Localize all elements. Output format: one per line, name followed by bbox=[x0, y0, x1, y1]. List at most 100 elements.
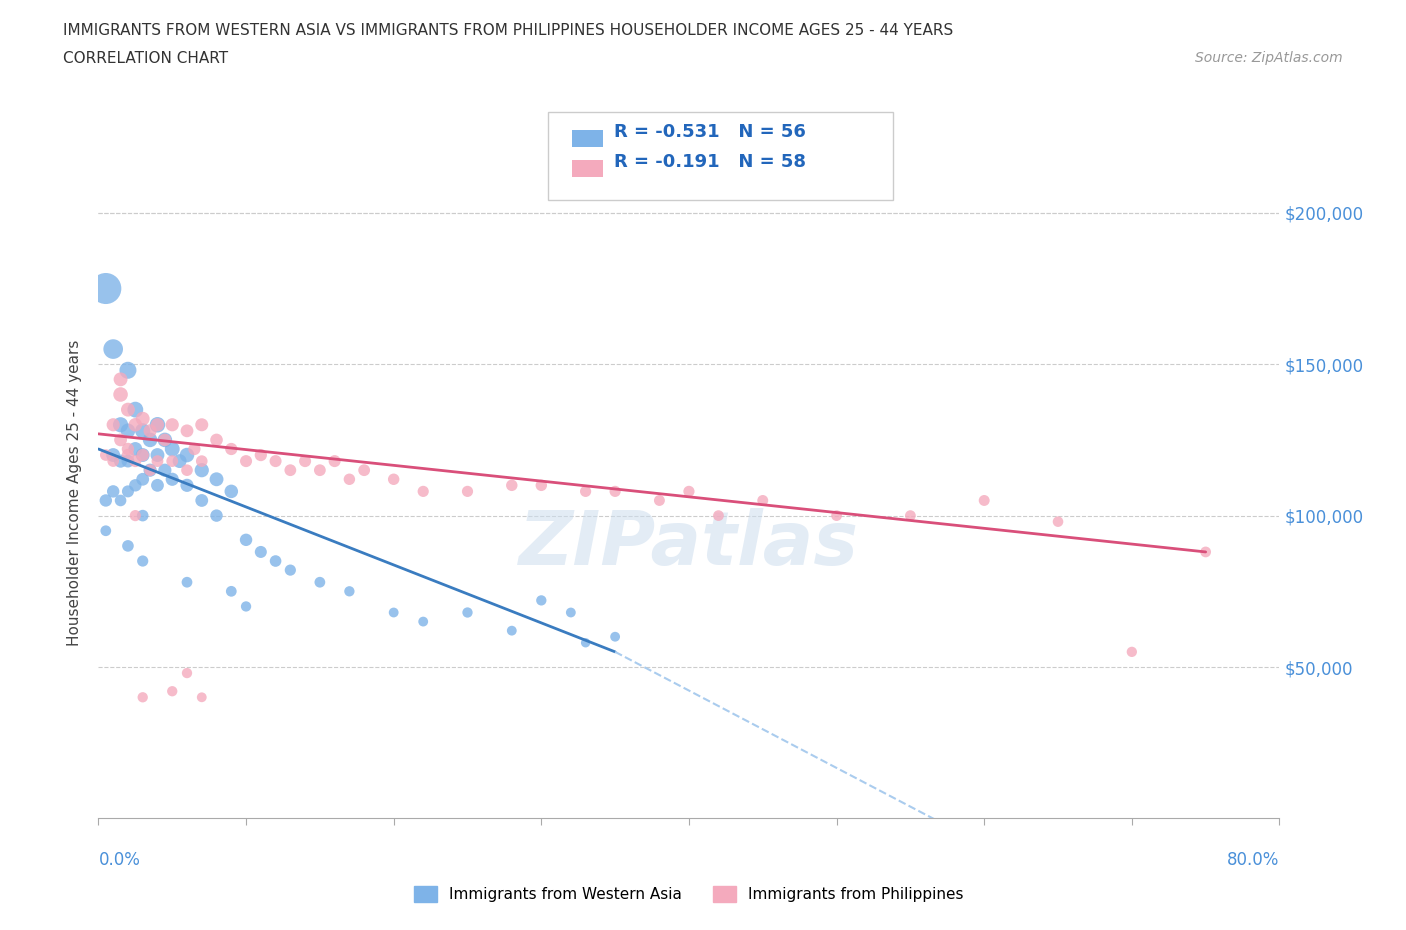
Text: IMMIGRANTS FROM WESTERN ASIA VS IMMIGRANTS FROM PHILIPPINES HOUSEHOLDER INCOME A: IMMIGRANTS FROM WESTERN ASIA VS IMMIGRAN… bbox=[63, 23, 953, 38]
Point bbox=[605, 484, 627, 498]
Point bbox=[110, 387, 132, 402]
Point bbox=[146, 478, 169, 493]
Point bbox=[94, 524, 117, 538]
Point bbox=[162, 472, 183, 486]
Point bbox=[132, 508, 155, 523]
Point bbox=[153, 463, 176, 478]
Point bbox=[146, 418, 169, 432]
Point bbox=[94, 493, 117, 508]
Point bbox=[94, 281, 117, 296]
Point bbox=[124, 508, 146, 523]
Point bbox=[117, 538, 139, 553]
Point bbox=[353, 463, 375, 478]
Point bbox=[139, 463, 162, 478]
Point bbox=[124, 442, 146, 457]
Point bbox=[648, 493, 671, 508]
Point bbox=[191, 690, 214, 705]
Point bbox=[139, 463, 162, 478]
Point bbox=[176, 447, 198, 462]
Point bbox=[162, 684, 183, 698]
Point bbox=[132, 423, 155, 438]
Point bbox=[132, 553, 155, 568]
Point bbox=[117, 363, 139, 378]
Point bbox=[294, 454, 316, 469]
Point bbox=[146, 454, 169, 469]
Point bbox=[146, 447, 169, 462]
Point bbox=[153, 432, 176, 447]
Point bbox=[169, 454, 191, 469]
Point bbox=[110, 432, 132, 447]
Point bbox=[412, 614, 434, 629]
Point bbox=[1121, 644, 1143, 659]
Text: CORRELATION CHART: CORRELATION CHART bbox=[63, 51, 228, 66]
Point bbox=[605, 630, 627, 644]
Point bbox=[132, 447, 155, 462]
Point bbox=[153, 432, 176, 447]
Point bbox=[235, 532, 257, 547]
Text: Source: ZipAtlas.com: Source: ZipAtlas.com bbox=[1195, 51, 1343, 65]
Point bbox=[678, 484, 700, 498]
Point bbox=[235, 599, 257, 614]
Point bbox=[132, 411, 155, 426]
Text: ZIPatlas: ZIPatlas bbox=[519, 509, 859, 581]
Point bbox=[456, 484, 478, 498]
Point bbox=[146, 418, 169, 432]
Text: R = -0.191   N = 58: R = -0.191 N = 58 bbox=[614, 153, 807, 171]
Point bbox=[117, 402, 139, 417]
Point bbox=[530, 593, 553, 608]
Point bbox=[139, 432, 162, 447]
Point bbox=[323, 454, 346, 469]
Point bbox=[132, 690, 155, 705]
Point bbox=[191, 493, 214, 508]
Legend: Immigrants from Western Asia, Immigrants from Philippines: Immigrants from Western Asia, Immigrants… bbox=[408, 880, 970, 909]
Point bbox=[264, 454, 287, 469]
Point bbox=[103, 484, 125, 498]
Point bbox=[278, 563, 302, 578]
Point bbox=[574, 484, 596, 498]
Point bbox=[117, 447, 139, 462]
Point bbox=[176, 423, 198, 438]
Point bbox=[124, 402, 146, 417]
Point bbox=[176, 463, 198, 478]
Point bbox=[205, 472, 228, 486]
Point bbox=[501, 478, 523, 493]
Point bbox=[456, 605, 478, 620]
Point bbox=[117, 454, 139, 469]
Point bbox=[339, 584, 360, 599]
Point bbox=[530, 478, 553, 493]
Point bbox=[339, 472, 360, 486]
Point bbox=[191, 454, 214, 469]
Point bbox=[103, 454, 125, 469]
Point bbox=[94, 447, 117, 462]
Point bbox=[707, 508, 730, 523]
Point bbox=[117, 442, 139, 457]
Point bbox=[309, 463, 332, 478]
Text: R = -0.531   N = 56: R = -0.531 N = 56 bbox=[614, 123, 806, 140]
Point bbox=[264, 553, 287, 568]
Point bbox=[1195, 544, 1218, 559]
Point bbox=[132, 447, 155, 462]
Point bbox=[205, 432, 228, 447]
Point bbox=[973, 493, 995, 508]
Point bbox=[309, 575, 332, 590]
Point bbox=[751, 493, 773, 508]
Point bbox=[176, 575, 198, 590]
Y-axis label: Householder Income Ages 25 - 44 years: Householder Income Ages 25 - 44 years bbox=[67, 339, 83, 646]
Point bbox=[560, 605, 582, 620]
Point bbox=[191, 418, 214, 432]
Point bbox=[219, 584, 242, 599]
Point bbox=[412, 484, 434, 498]
Point bbox=[103, 418, 125, 432]
Point bbox=[162, 454, 183, 469]
Text: 0.0%: 0.0% bbox=[98, 851, 141, 870]
Point bbox=[382, 472, 405, 486]
Point bbox=[124, 418, 146, 432]
Point bbox=[162, 418, 183, 432]
Point bbox=[139, 423, 162, 438]
Point bbox=[117, 423, 139, 438]
Point bbox=[162, 442, 183, 457]
Point bbox=[110, 372, 132, 387]
Point bbox=[219, 442, 242, 457]
Point bbox=[124, 478, 146, 493]
Point bbox=[278, 463, 302, 478]
